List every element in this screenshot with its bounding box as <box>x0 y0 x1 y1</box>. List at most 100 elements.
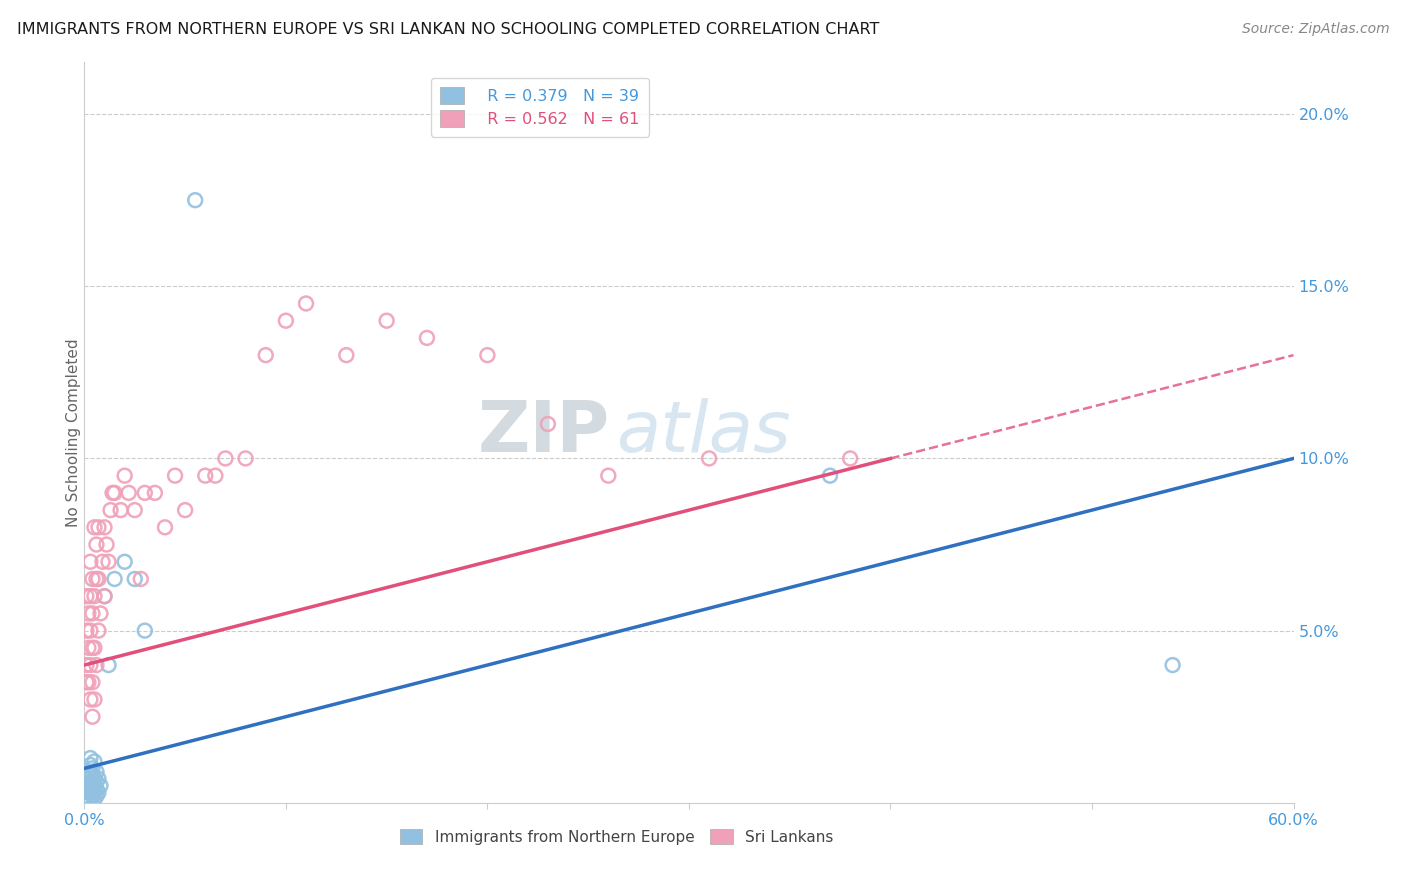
Point <box>79 764 101 779</box>
Point <box>93 520 115 534</box>
Point <box>77 640 100 655</box>
Point <box>82 789 104 803</box>
Text: IMMIGRANTS FROM NORTHERN EUROPE VS SRI LANKAN NO SCHOOLING COMPLETED CORRELATION: IMMIGRANTS FROM NORTHERN EUROPE VS SRI L… <box>17 22 879 37</box>
Point <box>204 468 226 483</box>
Point <box>83 785 105 799</box>
Point <box>89 607 111 621</box>
Point <box>118 486 141 500</box>
Point <box>87 785 110 799</box>
Point <box>89 779 111 793</box>
Point <box>165 468 187 483</box>
Y-axis label: No Schooling Completed: No Schooling Completed <box>66 338 80 527</box>
Point <box>75 675 97 690</box>
Point <box>77 792 100 806</box>
Point <box>235 451 257 466</box>
Point <box>134 486 156 500</box>
Point <box>87 772 110 786</box>
Point <box>83 755 105 769</box>
Point <box>114 555 136 569</box>
Point <box>77 607 100 621</box>
Point <box>477 348 499 362</box>
Point <box>83 589 105 603</box>
Point <box>129 572 152 586</box>
Point <box>75 589 97 603</box>
Point <box>194 468 217 483</box>
Text: atlas: atlas <box>616 398 792 467</box>
Point <box>77 785 100 799</box>
Point <box>83 692 105 706</box>
Point <box>153 520 176 534</box>
Point <box>82 607 104 621</box>
Point <box>83 520 105 534</box>
Point <box>818 468 841 483</box>
Point <box>75 772 97 786</box>
Point <box>375 314 398 328</box>
Point <box>86 782 108 797</box>
Point <box>537 417 560 431</box>
Point <box>104 486 127 500</box>
Point <box>75 624 97 638</box>
Point <box>82 675 104 690</box>
Point <box>97 555 120 569</box>
Point <box>86 658 108 673</box>
Point <box>86 789 108 803</box>
Point <box>93 589 115 603</box>
Point <box>100 503 122 517</box>
Legend: Immigrants from Northern Europe, Sri Lankans: Immigrants from Northern Europe, Sri Lan… <box>394 822 839 851</box>
Point <box>86 775 108 789</box>
Point <box>174 503 197 517</box>
Point <box>104 572 127 586</box>
Point <box>79 692 101 706</box>
Point <box>97 658 120 673</box>
Point <box>82 768 104 782</box>
Point <box>134 624 156 638</box>
Point <box>86 572 108 586</box>
Point <box>79 624 101 638</box>
Point <box>79 775 101 789</box>
Point <box>87 572 110 586</box>
Point <box>335 348 357 362</box>
Point <box>214 451 236 466</box>
Point <box>254 348 277 362</box>
Point <box>124 572 146 586</box>
Point <box>1161 658 1184 673</box>
Point <box>91 555 114 569</box>
Point <box>93 589 115 603</box>
Point <box>86 764 108 779</box>
Point <box>82 640 104 655</box>
Point <box>79 758 101 772</box>
Point <box>75 789 97 803</box>
Point <box>110 503 132 517</box>
Point <box>79 751 101 765</box>
Point <box>79 589 101 603</box>
Point <box>82 775 104 789</box>
Point <box>124 503 146 517</box>
Point <box>295 296 318 310</box>
Point <box>82 709 104 723</box>
Point <box>82 572 104 586</box>
Text: ZIP: ZIP <box>478 398 610 467</box>
Point <box>79 555 101 569</box>
Point <box>96 537 118 551</box>
Point <box>598 468 620 483</box>
Point <box>77 768 100 782</box>
Point <box>82 782 104 797</box>
Point <box>82 761 104 775</box>
Point <box>83 640 105 655</box>
Point <box>87 520 110 534</box>
Point <box>77 779 100 793</box>
Point <box>77 675 100 690</box>
Point <box>75 658 97 673</box>
Point <box>839 451 862 466</box>
Point <box>697 451 720 466</box>
Text: Source: ZipAtlas.com: Source: ZipAtlas.com <box>1241 22 1389 37</box>
Point <box>184 193 207 207</box>
Point <box>83 772 105 786</box>
Point <box>75 782 97 797</box>
Point <box>143 486 166 500</box>
Point <box>87 624 110 638</box>
Point <box>274 314 297 328</box>
Point <box>83 792 105 806</box>
Point <box>79 785 101 799</box>
Point <box>86 537 108 551</box>
